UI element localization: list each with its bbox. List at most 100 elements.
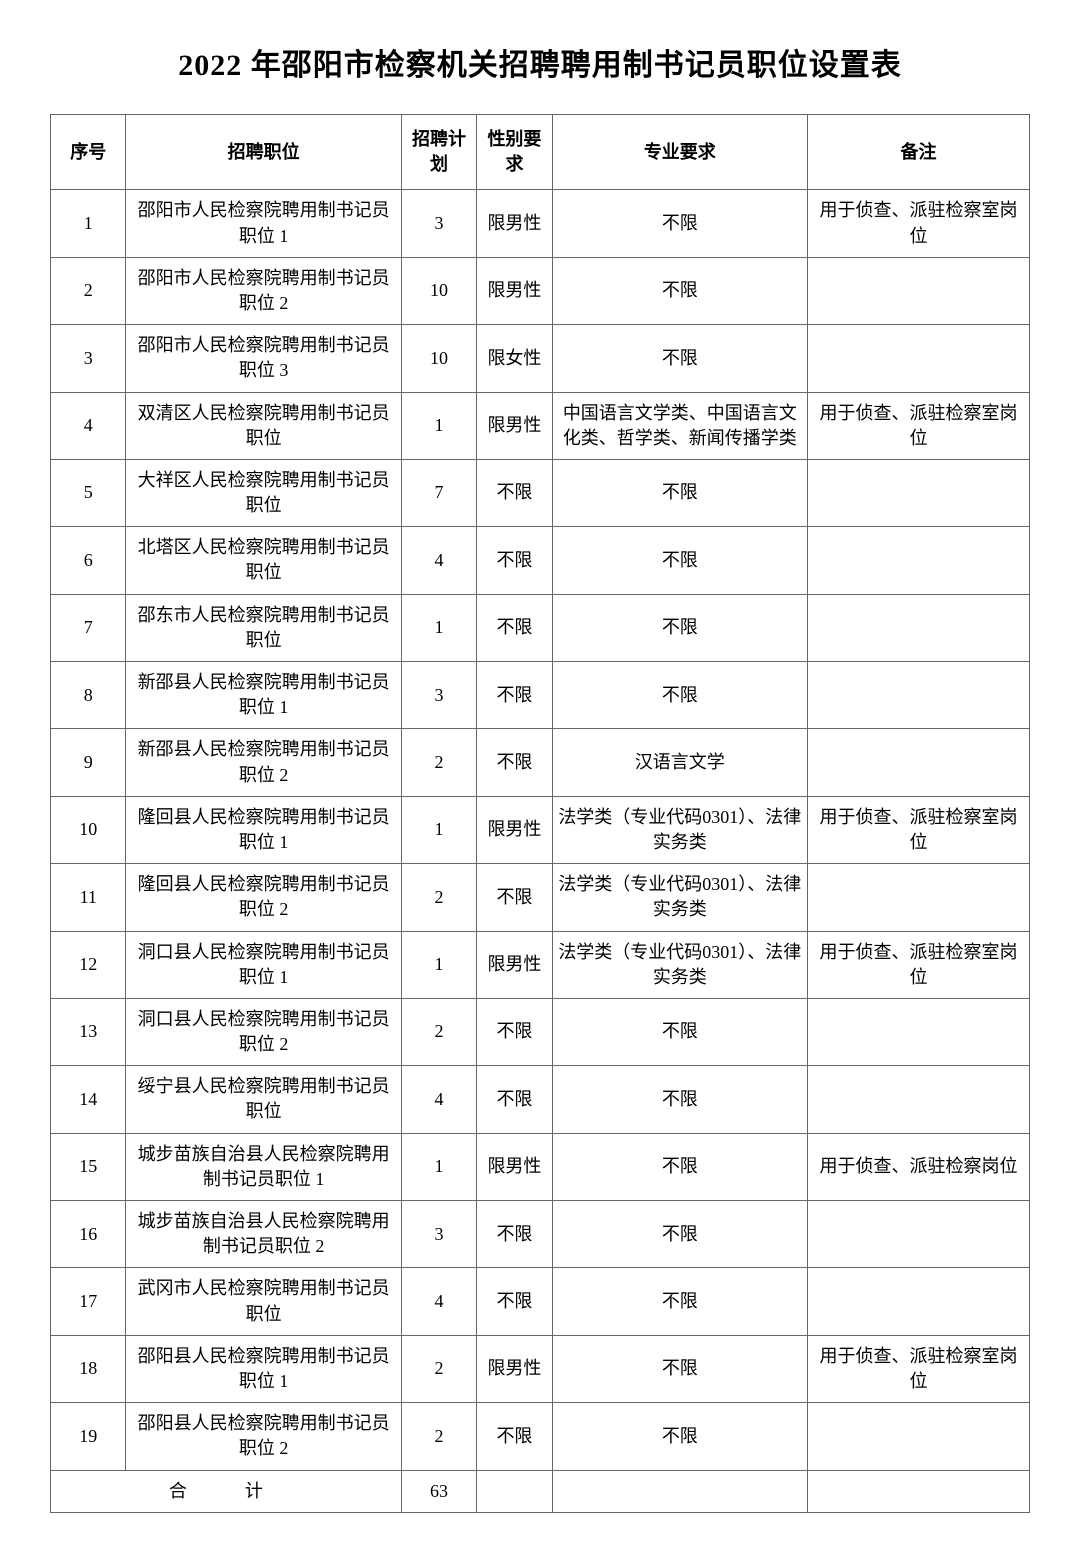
cell-major: 中国语言文学类、中国语言文化类、哲学类、新闻传播学类 [552, 392, 807, 459]
cell-major: 不限 [552, 459, 807, 526]
cell-plan: 2 [401, 729, 476, 796]
table-row: 1邵阳市人民检察院聘用制书记员职位 13限男性不限用于侦查、派驻检察室岗位 [51, 190, 1030, 257]
cell-position: 绥宁县人民检察院聘用制书记员职位 [126, 1066, 401, 1133]
cell-plan: 3 [401, 190, 476, 257]
header-remark: 备注 [807, 115, 1029, 190]
table-row: 17武冈市人民检察院聘用制书记员职位4不限不限 [51, 1268, 1030, 1335]
table-row: 13洞口县人民检察院聘用制书记员职位 22不限不限 [51, 998, 1030, 1065]
table-row: 4双清区人民检察院聘用制书记员职位1限男性中国语言文学类、中国语言文化类、哲学类… [51, 392, 1030, 459]
cell-seq: 14 [51, 1066, 126, 1133]
cell-plan: 3 [401, 1201, 476, 1268]
cell-seq: 2 [51, 257, 126, 324]
cell-major: 不限 [552, 594, 807, 661]
header-position: 招聘职位 [126, 115, 401, 190]
cell-position: 邵阳市人民检察院聘用制书记员职位 3 [126, 325, 401, 392]
cell-seq: 19 [51, 1403, 126, 1470]
total-empty [807, 1470, 1029, 1512]
table-row: 8新邵县人民检察院聘用制书记员职位 13不限不限 [51, 662, 1030, 729]
cell-gender: 不限 [477, 1066, 552, 1133]
table-row: 14绥宁县人民检察院聘用制书记员职位4不限不限 [51, 1066, 1030, 1133]
header-plan: 招聘计划 [401, 115, 476, 190]
cell-seq: 7 [51, 594, 126, 661]
cell-gender: 限男性 [477, 931, 552, 998]
cell-major: 不限 [552, 325, 807, 392]
cell-position: 隆回县人民检察院聘用制书记员职位 1 [126, 796, 401, 863]
cell-position: 城步苗族自治县人民检察院聘用制书记员职位 1 [126, 1133, 401, 1200]
cell-gender: 限男性 [477, 796, 552, 863]
cell-seq: 10 [51, 796, 126, 863]
cell-seq: 4 [51, 392, 126, 459]
cell-remark [807, 527, 1029, 594]
cell-gender: 不限 [477, 864, 552, 931]
cell-plan: 10 [401, 325, 476, 392]
cell-gender: 不限 [477, 729, 552, 796]
cell-gender: 不限 [477, 459, 552, 526]
cell-remark [807, 729, 1029, 796]
cell-major: 不限 [552, 190, 807, 257]
cell-major: 不限 [552, 257, 807, 324]
table-row: 16城步苗族自治县人民检察院聘用制书记员职位 23不限不限 [51, 1201, 1030, 1268]
cell-plan: 1 [401, 796, 476, 863]
cell-plan: 2 [401, 1403, 476, 1470]
cell-gender: 限男性 [477, 1133, 552, 1200]
cell-plan: 3 [401, 662, 476, 729]
cell-remark [807, 864, 1029, 931]
cell-major: 不限 [552, 998, 807, 1065]
cell-seq: 13 [51, 998, 126, 1065]
cell-plan: 4 [401, 1268, 476, 1335]
cell-remark [807, 1403, 1029, 1470]
cell-major: 不限 [552, 1066, 807, 1133]
cell-plan: 2 [401, 1335, 476, 1402]
cell-position: 邵阳市人民检察院聘用制书记员职位 2 [126, 257, 401, 324]
cell-position: 城步苗族自治县人民检察院聘用制书记员职位 2 [126, 1201, 401, 1268]
cell-major: 汉语言文学 [552, 729, 807, 796]
cell-gender: 限男性 [477, 392, 552, 459]
cell-major: 法学类（专业代码0301）、法律实务类 [552, 796, 807, 863]
cell-remark [807, 257, 1029, 324]
cell-plan: 1 [401, 931, 476, 998]
cell-seq: 17 [51, 1268, 126, 1335]
cell-remark: 用于侦查、派驻检察岗位 [807, 1133, 1029, 1200]
table-row: 12洞口县人民检察院聘用制书记员职位 11限男性法学类（专业代码0301）、法律… [51, 931, 1030, 998]
header-major: 专业要求 [552, 115, 807, 190]
cell-plan: 4 [401, 1066, 476, 1133]
cell-plan: 10 [401, 257, 476, 324]
cell-seq: 11 [51, 864, 126, 931]
cell-plan: 7 [401, 459, 476, 526]
cell-plan: 1 [401, 1133, 476, 1200]
total-plan: 63 [401, 1470, 476, 1512]
cell-position: 武冈市人民检察院聘用制书记员职位 [126, 1268, 401, 1335]
cell-remark: 用于侦查、派驻检察室岗位 [807, 796, 1029, 863]
cell-gender: 不限 [477, 662, 552, 729]
table-row: 6北塔区人民检察院聘用制书记员职位4不限不限 [51, 527, 1030, 594]
cell-seq: 5 [51, 459, 126, 526]
cell-position: 双清区人民检察院聘用制书记员职位 [126, 392, 401, 459]
table-row: 11隆回县人民检察院聘用制书记员职位 22不限法学类（专业代码0301）、法律实… [51, 864, 1030, 931]
cell-position: 洞口县人民检察院聘用制书记员职位 1 [126, 931, 401, 998]
cell-remark [807, 325, 1029, 392]
cell-seq: 15 [51, 1133, 126, 1200]
cell-gender: 不限 [477, 1268, 552, 1335]
cell-position: 北塔区人民检察院聘用制书记员职位 [126, 527, 401, 594]
cell-gender: 不限 [477, 1403, 552, 1470]
cell-position: 新邵县人民检察院聘用制书记员职位 2 [126, 729, 401, 796]
cell-gender: 限男性 [477, 257, 552, 324]
cell-major: 不限 [552, 1335, 807, 1402]
cell-major: 不限 [552, 1133, 807, 1200]
cell-position: 洞口县人民检察院聘用制书记员职位 2 [126, 998, 401, 1065]
cell-gender: 不限 [477, 1201, 552, 1268]
cell-major: 法学类（专业代码0301）、法律实务类 [552, 931, 807, 998]
cell-seq: 16 [51, 1201, 126, 1268]
header-seq: 序号 [51, 115, 126, 190]
cell-seq: 12 [51, 931, 126, 998]
cell-gender: 不限 [477, 527, 552, 594]
cell-seq: 18 [51, 1335, 126, 1402]
cell-major: 不限 [552, 1201, 807, 1268]
table-header-row: 序号 招聘职位 招聘计划 性别要求 专业要求 备注 [51, 115, 1030, 190]
cell-gender: 不限 [477, 594, 552, 661]
table-row: 10隆回县人民检察院聘用制书记员职位 11限男性法学类（专业代码0301）、法律… [51, 796, 1030, 863]
cell-gender: 限女性 [477, 325, 552, 392]
total-label: 合 计 [51, 1470, 402, 1512]
cell-remark: 用于侦查、派驻检察室岗位 [807, 1335, 1029, 1402]
cell-remark [807, 1201, 1029, 1268]
